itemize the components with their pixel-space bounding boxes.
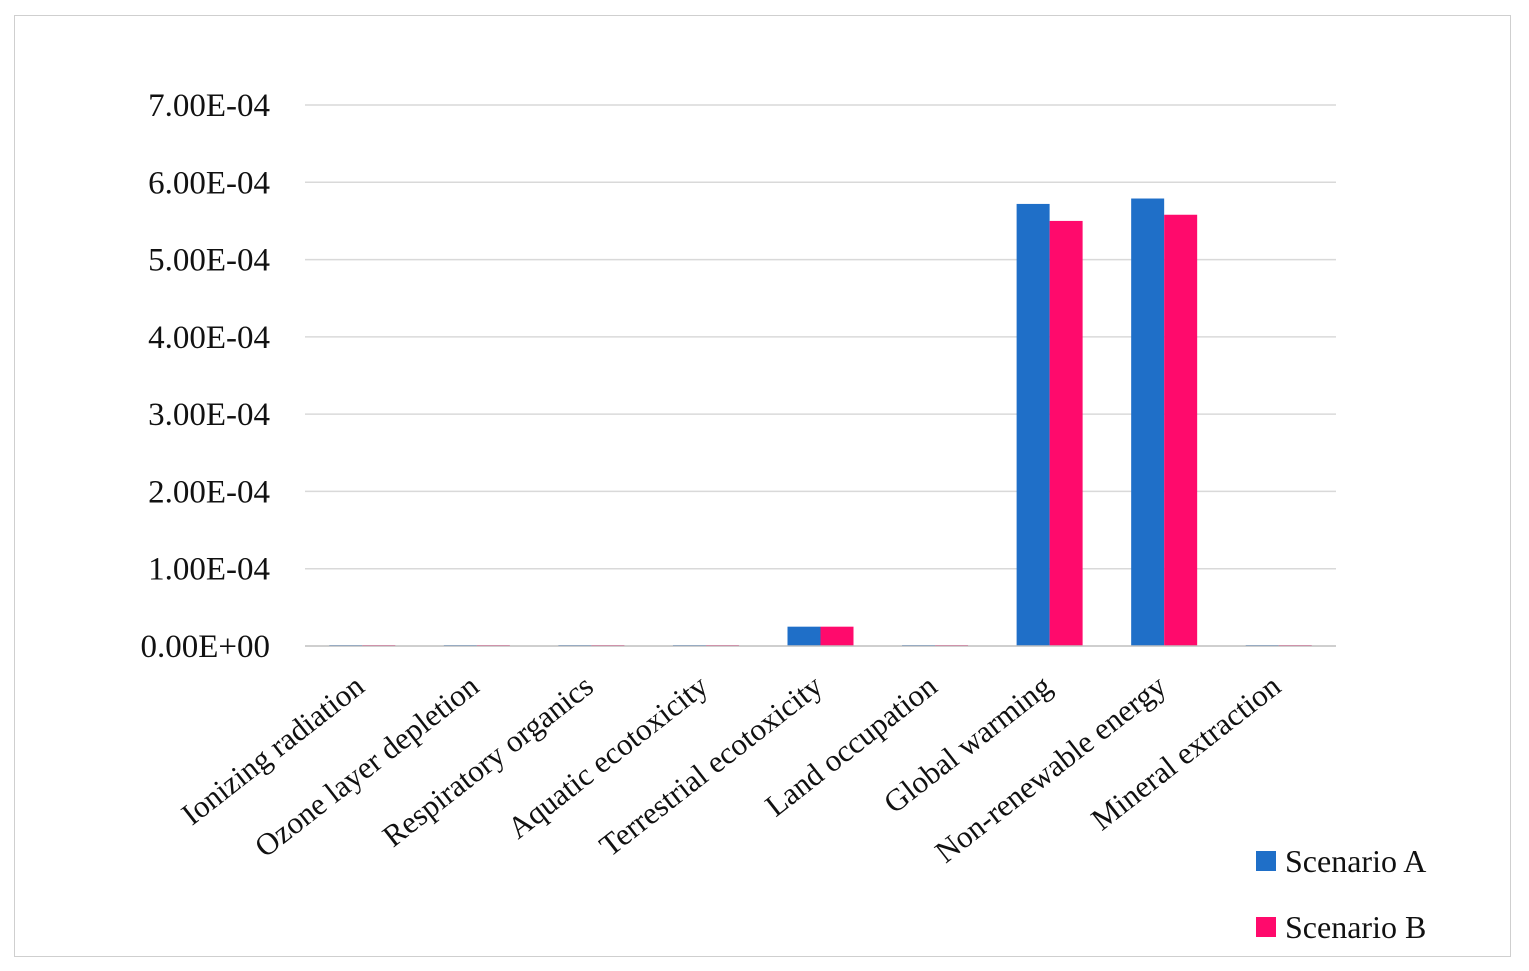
bar-scenario-b bbox=[1164, 214, 1198, 646]
bar-scenario-b bbox=[820, 626, 854, 646]
y-tick-label: 6.00E-04 bbox=[148, 165, 270, 201]
y-axis-ticks: 0.00E+00 1.00E-04 2.00E-04 3.00E-04 4.00E-04… bbox=[140, 88, 270, 665]
legend-label: Scenario A bbox=[1285, 843, 1426, 879]
bar-scenario-a bbox=[1016, 203, 1050, 646]
x-category-label: Mineral extraction bbox=[1084, 668, 1287, 837]
y-tick-label: 1.00E-04 bbox=[148, 552, 270, 588]
bars bbox=[329, 198, 1312, 646]
chart-frame bbox=[14, 15, 1511, 957]
y-tick-label: 2.00E-04 bbox=[148, 474, 270, 510]
bar-scenario-a bbox=[787, 626, 821, 646]
y-tick-label: 3.00E-04 bbox=[148, 397, 270, 433]
y-tick-label: 4.00E-04 bbox=[148, 320, 270, 356]
legend-swatch bbox=[1256, 851, 1276, 871]
y-tick-label: 7.00E-04 bbox=[148, 88, 270, 124]
legend-swatch bbox=[1256, 917, 1276, 937]
y-tick-label: 5.00E-04 bbox=[148, 243, 270, 279]
x-category-label: Aquatic ecotoxicity bbox=[501, 668, 715, 846]
legend: Scenario A Scenario B bbox=[1256, 843, 1426, 945]
x-category-label: Respiratory organics bbox=[376, 668, 600, 854]
legend-label: Scenario B bbox=[1285, 909, 1426, 945]
y-tick-label: 0.00E+00 bbox=[140, 629, 270, 665]
bar-scenario-b bbox=[1049, 220, 1083, 646]
bar-scenario-a bbox=[1131, 198, 1165, 646]
